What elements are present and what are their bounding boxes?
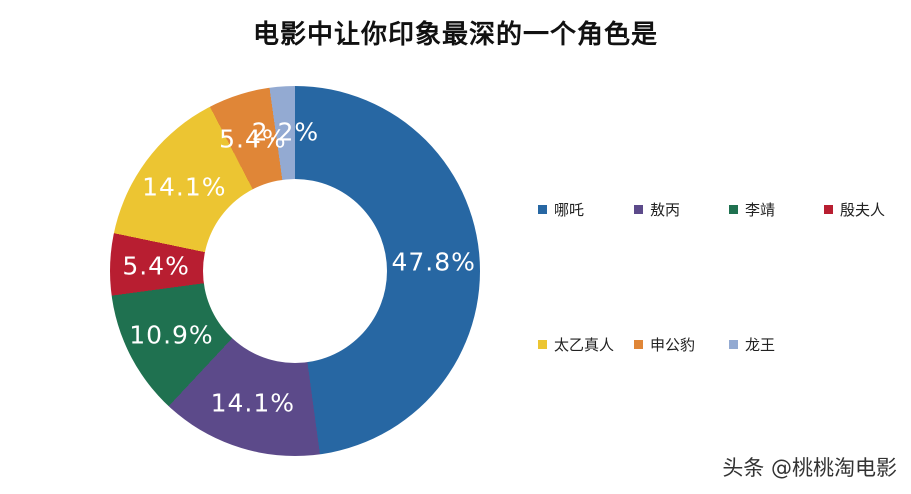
legend-item-longwang: 龙王 (729, 334, 775, 355)
legend-item-taiyi: 太乙真人 (538, 334, 614, 355)
slice-label: 5.4% (122, 251, 190, 281)
legend-item-yinfuren: 殷夫人 (824, 199, 885, 220)
donut-hole (203, 179, 387, 363)
legend-swatch (729, 205, 738, 214)
watermark: 头条 @桃桃淘电影 (722, 456, 897, 480)
legend-swatch (634, 205, 643, 214)
legend-swatch (729, 340, 738, 349)
legend-item-lijing: 李靖 (729, 199, 775, 220)
slice-label: 14.1% (210, 388, 296, 418)
slice-label: 14.1% (142, 172, 227, 202)
legend-swatch (824, 205, 833, 214)
legend-item-aobing: 敖丙 (634, 199, 680, 220)
legend-swatch (538, 205, 547, 214)
legend-item-shengongbao: 申公豹 (634, 334, 695, 355)
legend-item-nezha: 哪吒 (538, 199, 584, 220)
chart-title: 电影中让你印象最深的一个角色是 (252, 20, 658, 50)
legend-swatch (538, 340, 547, 349)
slice-label: 5.4% (219, 124, 287, 154)
legend-swatch (634, 340, 643, 349)
slice-label: 10.9% (129, 320, 214, 350)
slice-label: 47.8% (391, 247, 476, 277)
slice-label: 2.2% (251, 117, 320, 147)
